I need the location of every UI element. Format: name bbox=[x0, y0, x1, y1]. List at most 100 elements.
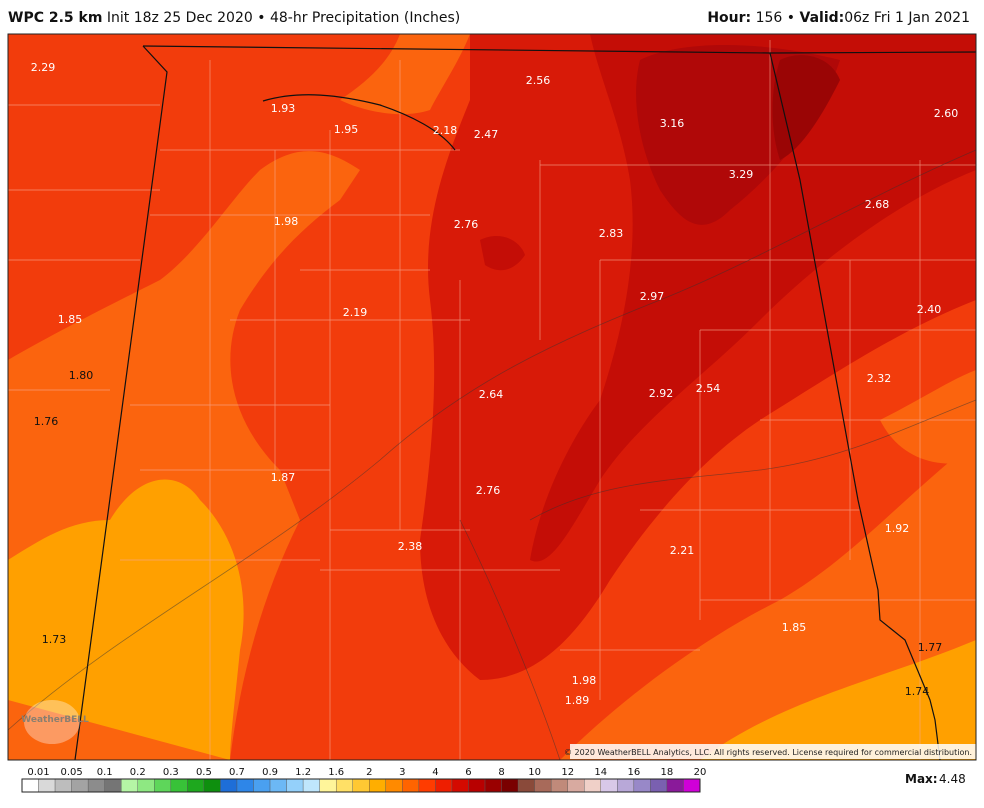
model: WPC 2.5 km bbox=[8, 10, 103, 26]
colorbar-swatch bbox=[187, 778, 205, 793]
value-label: 1.95 bbox=[334, 123, 359, 136]
logo-mark bbox=[24, 700, 80, 744]
value-label: 2.19 bbox=[343, 306, 368, 319]
value-label: 1.76 bbox=[34, 415, 59, 428]
colorbar-swatch bbox=[484, 778, 502, 793]
value-label: 2.83 bbox=[599, 227, 624, 240]
logo: WeatherBELL bbox=[21, 715, 89, 725]
roads bbox=[7, 149, 977, 761]
colorbar-swatch bbox=[203, 778, 221, 793]
colorbar-tick: 18 bbox=[661, 767, 674, 778]
colorbar-tick: 3 bbox=[399, 767, 405, 778]
colorbar-swatch bbox=[600, 778, 618, 793]
product: 48-hr Precipitation (Inches) bbox=[269, 10, 461, 26]
value-label: 1.93 bbox=[271, 102, 296, 115]
colorbar-swatch bbox=[369, 778, 387, 793]
colorbar-tick: 0.2 bbox=[130, 767, 146, 778]
value-label: 1.98 bbox=[274, 215, 299, 228]
value-label: 2.47 bbox=[474, 128, 499, 141]
value-label: 2.29 bbox=[31, 61, 56, 74]
value-label: 1.85 bbox=[782, 621, 807, 634]
header-left: WPC 2.5 km Init 18z 25 Dec 2020 • 48-hr … bbox=[8, 10, 460, 26]
colorbar-swatch bbox=[38, 778, 56, 793]
value-labels: 2.29 1.93 1.95 2.18 2.47 2.56 3.16 3.29 2.60 2.68… bbox=[31, 61, 959, 707]
value-label: 1.74 bbox=[905, 685, 930, 698]
colorbar-swatch bbox=[253, 778, 271, 793]
colorbar-tick: 1.6 bbox=[328, 767, 344, 778]
colorbar-swatch bbox=[21, 778, 39, 793]
colorbar-swatch bbox=[87, 778, 105, 793]
value-label: 2.76 bbox=[476, 484, 501, 497]
colorbar-swatch bbox=[137, 778, 155, 793]
separator: • bbox=[786, 10, 796, 26]
header-right: Hour: 156 • Valid:06z Fri 1 Jan 2021 bbox=[707, 10, 970, 26]
colorbar-swatch bbox=[550, 778, 568, 793]
copyright: © 2020 WeatherBELL Analytics, LLC. All r… bbox=[564, 748, 972, 757]
colorbar-tick: 20 bbox=[694, 767, 707, 778]
colorbar-swatch bbox=[683, 778, 701, 793]
colorbar-tick: 10 bbox=[528, 767, 541, 778]
value-label: 2.92 bbox=[649, 387, 674, 400]
colorbar-swatch bbox=[633, 778, 651, 793]
state-lines bbox=[74, 45, 977, 761]
separator: • bbox=[257, 10, 266, 26]
colorbar-swatch bbox=[286, 778, 304, 793]
colorbar-swatch bbox=[121, 778, 138, 793]
value-label: 3.16 bbox=[660, 117, 685, 130]
colorbar-swatch bbox=[650, 778, 668, 793]
value-label: 2.64 bbox=[479, 388, 504, 401]
value-label: 1.92 bbox=[885, 522, 910, 535]
colorbar-tick: 0.05 bbox=[60, 767, 82, 778]
value-label: 2.32 bbox=[867, 372, 892, 385]
colorbar-tick: 14 bbox=[594, 767, 607, 778]
colorbar-swatch bbox=[584, 778, 601, 793]
value-label: 2.38 bbox=[398, 540, 423, 553]
colorbar-tick: 1.2 bbox=[295, 767, 311, 778]
colorbar-swatch bbox=[517, 778, 535, 793]
value-label: 1.89 bbox=[565, 694, 590, 707]
copyright-bg bbox=[570, 744, 976, 759]
colorbar-tick: 2 bbox=[366, 767, 372, 778]
map-frame bbox=[7, 33, 977, 761]
colorbar-swatch bbox=[236, 778, 254, 793]
colorbar-tick: 0.3 bbox=[163, 767, 179, 778]
colorbar-frame bbox=[21, 778, 701, 793]
colorbar: 0.01 0.05 0.1 0.2 0.3 0.5 0.7 0.9 1.2 1.6 2 3 4 6 8 10 1… bbox=[21, 767, 707, 793]
colorbar-tick: 0.1 bbox=[97, 767, 113, 778]
value-label: 2.18 bbox=[433, 124, 458, 137]
max-value: 4.48 bbox=[939, 772, 966, 786]
colorbar-tick: 8 bbox=[498, 767, 504, 778]
value-label: 1.98 bbox=[572, 674, 597, 687]
max-label: Max: bbox=[905, 772, 938, 786]
colorbar-tick: 0.01 bbox=[27, 767, 49, 778]
colorbar-swatch bbox=[666, 778, 684, 793]
colorbar-swatch bbox=[302, 778, 320, 793]
colorbar-swatch bbox=[451, 778, 469, 793]
colorbar-tick: 16 bbox=[627, 767, 640, 778]
colorbar-tick: 12 bbox=[561, 767, 574, 778]
colorbar-swatch bbox=[385, 778, 403, 793]
value-label: 2.97 bbox=[640, 290, 665, 303]
colorbar-swatch bbox=[170, 778, 188, 793]
colorbar-swatch bbox=[319, 778, 337, 793]
value-label: 1.80 bbox=[69, 369, 94, 382]
value-label: 2.60 bbox=[934, 107, 959, 120]
hour-label: Hour: bbox=[707, 10, 752, 26]
colorbar-swatch bbox=[402, 778, 420, 793]
colorbar-swatch bbox=[468, 778, 486, 793]
colorbar-tick: 0.9 bbox=[262, 767, 278, 778]
colorbar-tick: 6 bbox=[465, 767, 471, 778]
valid: 06z Fri 1 Jan 2021 bbox=[844, 10, 970, 26]
colorbar-swatch bbox=[352, 778, 370, 793]
colorbar-swatch bbox=[154, 778, 172, 793]
value-label: 2.21 bbox=[670, 544, 695, 557]
colorbar-swatch bbox=[418, 778, 436, 793]
colorbar-swatch bbox=[54, 778, 72, 793]
init: Init 18z 25 Dec 2020 bbox=[106, 10, 253, 26]
colorbar-swatch bbox=[335, 778, 353, 793]
colorbar-swatch bbox=[617, 778, 635, 793]
value-label: 1.73 bbox=[42, 633, 67, 646]
precip-field bbox=[8, 34, 976, 760]
value-label: 3.29 bbox=[729, 168, 754, 181]
